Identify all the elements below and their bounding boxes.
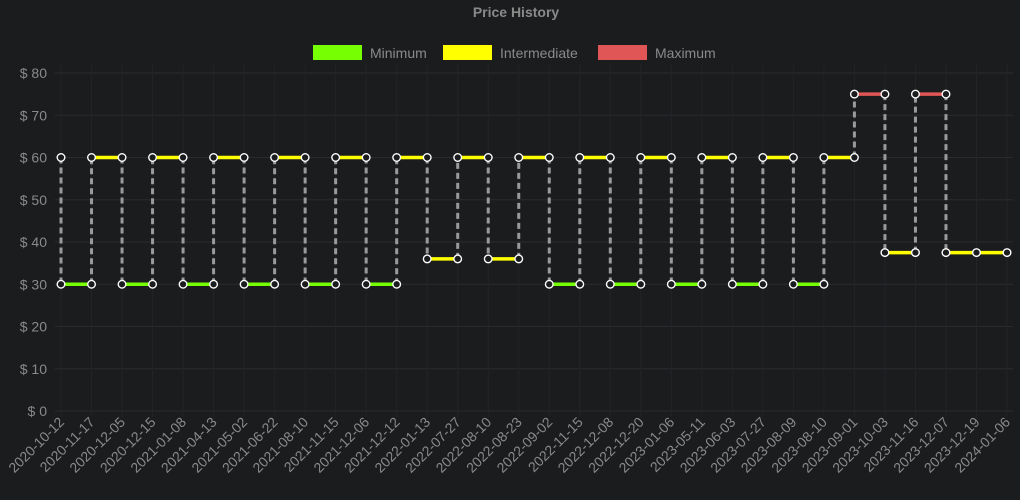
legend-label: Intermediate	[500, 45, 578, 61]
price-point[interactable]	[788, 152, 798, 162]
price-point[interactable]	[849, 152, 859, 162]
legend[interactable]: Minimum Intermediate Maximum	[313, 45, 716, 61]
price-point[interactable]	[575, 152, 585, 162]
price-point[interactable]	[910, 89, 920, 99]
price-point[interactable]	[178, 279, 188, 289]
y-tick-label: $ 30	[20, 276, 47, 292]
price-point[interactable]	[331, 279, 341, 289]
price-point[interactable]	[514, 152, 524, 162]
price-point[interactable]	[483, 152, 493, 162]
price-point[interactable]	[453, 254, 463, 264]
price-point[interactable]	[697, 152, 707, 162]
y-tick-label: $ 40	[20, 234, 47, 250]
legend-item-intermediate[interactable]: Intermediate	[443, 45, 578, 61]
y-tick-label: $ 70	[20, 107, 47, 123]
price-point[interactable]	[544, 279, 554, 289]
price-point[interactable]	[971, 248, 981, 258]
y-tick-label: $ 80	[20, 65, 47, 81]
price-point[interactable]	[819, 279, 829, 289]
price-point[interactable]	[270, 279, 280, 289]
price-point[interactable]	[819, 152, 829, 162]
price-point[interactable]	[544, 152, 554, 162]
price-point[interactable]	[453, 152, 463, 162]
price-points	[56, 89, 1012, 289]
price-point[interactable]	[148, 279, 158, 289]
price-point[interactable]	[758, 279, 768, 289]
price-point[interactable]	[666, 279, 676, 289]
price-point[interactable]	[422, 254, 432, 264]
price-point[interactable]	[788, 279, 798, 289]
price-point[interactable]	[758, 152, 768, 162]
grid-lines	[55, 65, 1013, 417]
price-point[interactable]	[880, 248, 890, 258]
price-point[interactable]	[605, 152, 615, 162]
price-point[interactable]	[1002, 248, 1012, 258]
price-point[interactable]	[87, 152, 97, 162]
price-point[interactable]	[575, 279, 585, 289]
legend-swatch	[313, 45, 362, 60]
price-point[interactable]	[910, 248, 920, 258]
step-connectors	[59, 94, 948, 285]
price-point[interactable]	[880, 89, 890, 99]
price-point[interactable]	[56, 279, 66, 289]
price-point[interactable]	[148, 152, 158, 162]
price-point[interactable]	[636, 152, 646, 162]
price-point[interactable]	[331, 152, 341, 162]
price-point[interactable]	[849, 89, 859, 99]
price-point[interactable]	[209, 152, 219, 162]
price-point[interactable]	[117, 279, 127, 289]
price-point[interactable]	[392, 152, 402, 162]
price-point[interactable]	[697, 279, 707, 289]
y-tick-label: $ 50	[20, 192, 47, 208]
price-point[interactable]	[178, 152, 188, 162]
price-point[interactable]	[361, 279, 371, 289]
legend-label: Minimum	[370, 45, 427, 61]
legend-swatch	[443, 45, 492, 60]
price-point[interactable]	[87, 279, 97, 289]
price-point[interactable]	[239, 279, 249, 289]
price-point[interactable]	[239, 152, 249, 162]
x-axis: 2020-10-122020-11-172020-12-052020-12-15…	[5, 414, 1013, 476]
price-point[interactable]	[270, 152, 280, 162]
price-point[interactable]	[300, 152, 310, 162]
price-point[interactable]	[361, 152, 371, 162]
price-segments	[61, 92, 1007, 286]
legend-label: Maximum	[655, 45, 716, 61]
chart-title: Price History	[473, 4, 560, 20]
price-point[interactable]	[941, 248, 951, 258]
price-point[interactable]	[605, 279, 615, 289]
legend-item-minimum[interactable]: Minimum	[313, 45, 427, 61]
price-point[interactable]	[636, 279, 646, 289]
price-point[interactable]	[422, 152, 432, 162]
price-point[interactable]	[727, 279, 737, 289]
price-point[interactable]	[56, 152, 66, 162]
price-point[interactable]	[514, 254, 524, 264]
price-point[interactable]	[941, 89, 951, 99]
price-point[interactable]	[117, 152, 127, 162]
y-tick-label: $ 10	[20, 361, 47, 377]
price-point[interactable]	[209, 279, 219, 289]
y-axis: $ 0 $ 10 $ 20 $ 30 $ 40 $ 50 $ 60 $ 70 $ 80	[20, 65, 47, 419]
price-point[interactable]	[727, 152, 737, 162]
price-point[interactable]	[666, 152, 676, 162]
legend-item-maximum[interactable]: Maximum	[598, 45, 716, 61]
price-point[interactable]	[483, 254, 493, 264]
legend-swatch	[598, 45, 647, 60]
y-tick-label: $ 0	[28, 403, 48, 419]
y-tick-label: $ 20	[20, 319, 47, 335]
price-point[interactable]	[300, 279, 310, 289]
price-point[interactable]	[392, 279, 402, 289]
y-tick-label: $ 60	[20, 150, 47, 166]
